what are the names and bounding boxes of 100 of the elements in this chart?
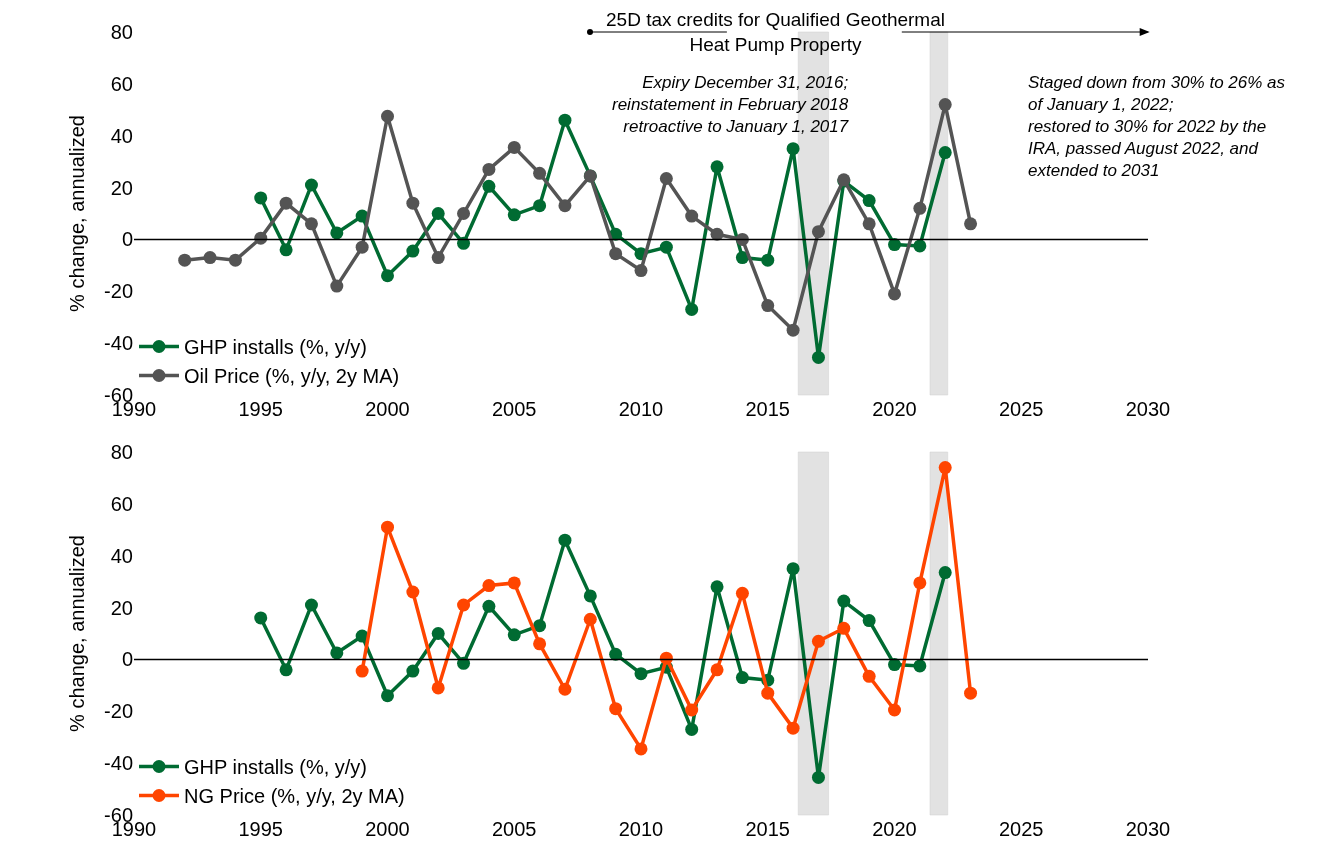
point bbox=[406, 196, 420, 210]
point bbox=[888, 238, 901, 252]
y-tick-label: 60 bbox=[110, 72, 133, 95]
point bbox=[406, 664, 420, 678]
point bbox=[659, 172, 673, 185]
point bbox=[457, 236, 471, 250]
y-tick-label: 0 bbox=[121, 228, 133, 251]
y-tick-label: 20 bbox=[110, 596, 133, 619]
point bbox=[888, 287, 901, 301]
point bbox=[938, 566, 952, 580]
point bbox=[330, 279, 344, 293]
point bbox=[558, 199, 572, 213]
point bbox=[609, 702, 623, 716]
y-tick-label: 0 bbox=[121, 648, 133, 671]
point bbox=[482, 579, 496, 593]
point bbox=[735, 586, 749, 600]
x-tick-label: 2015 bbox=[745, 398, 790, 420]
point bbox=[228, 253, 242, 267]
point bbox=[381, 689, 394, 703]
point bbox=[735, 671, 749, 685]
point bbox=[862, 669, 876, 683]
point bbox=[634, 264, 648, 278]
y-tick-label: -20 bbox=[104, 700, 133, 723]
y-tick-label: -40 bbox=[104, 752, 133, 775]
y-tick-label: 40 bbox=[110, 124, 133, 147]
x-tick-label: 2000 bbox=[365, 398, 410, 420]
point bbox=[786, 142, 800, 156]
point bbox=[482, 162, 496, 176]
point bbox=[507, 140, 521, 154]
point bbox=[685, 722, 699, 736]
point bbox=[710, 663, 724, 677]
point bbox=[304, 217, 318, 231]
annotation: Staged down from 30% to 26% as of January 1, 2022; restored to 30% for 2022 by the IRA, passed August 2022, and extended to 2031 bbox=[1028, 73, 1286, 181]
point bbox=[913, 201, 927, 215]
point bbox=[964, 217, 978, 231]
point bbox=[431, 251, 445, 265]
point bbox=[431, 207, 445, 220]
x-tick-label: 2020 bbox=[872, 818, 917, 840]
point bbox=[457, 656, 471, 670]
point bbox=[203, 251, 217, 265]
point bbox=[710, 227, 724, 241]
point bbox=[254, 191, 268, 205]
point bbox=[811, 225, 825, 239]
point bbox=[862, 217, 876, 231]
point bbox=[761, 253, 775, 267]
point bbox=[381, 269, 394, 283]
point bbox=[938, 461, 952, 475]
point bbox=[406, 244, 420, 258]
x-tick-label: 1995 bbox=[238, 398, 283, 420]
point bbox=[533, 637, 547, 651]
y-tick-label: 80 bbox=[110, 441, 133, 463]
point bbox=[304, 598, 318, 612]
x-tick-label: 2005 bbox=[492, 398, 537, 420]
x-tick-label: 2030 bbox=[1125, 398, 1171, 420]
point bbox=[862, 194, 876, 208]
y-tick-label: 40 bbox=[110, 544, 133, 567]
point bbox=[685, 703, 699, 717]
x-tick-label: 2020 bbox=[872, 398, 917, 420]
legend-label: Oil Price (%, y/y, 2y MA) bbox=[184, 365, 400, 388]
point bbox=[938, 98, 952, 112]
point bbox=[609, 247, 623, 261]
point bbox=[330, 646, 344, 660]
point bbox=[964, 686, 978, 700]
annotation: Expiry December 31, 2016; reinstatement in February 2018 retroactive to January 1, 2017 bbox=[612, 73, 849, 137]
y-tick-label: -40 bbox=[104, 332, 133, 355]
point bbox=[406, 585, 420, 599]
point bbox=[533, 619, 547, 633]
point bbox=[609, 647, 623, 661]
point bbox=[507, 576, 521, 590]
point bbox=[558, 533, 572, 547]
x-tick-label: 2015 bbox=[745, 818, 790, 840]
point bbox=[837, 621, 851, 635]
point bbox=[761, 299, 775, 313]
point bbox=[659, 240, 673, 254]
point bbox=[330, 226, 344, 240]
point bbox=[279, 243, 293, 257]
point bbox=[583, 612, 597, 626]
point bbox=[913, 239, 927, 253]
point bbox=[558, 682, 572, 696]
point bbox=[837, 594, 851, 608]
point bbox=[888, 658, 901, 672]
point bbox=[811, 770, 825, 784]
legend-label: GHP installs (%, y/y) bbox=[184, 756, 367, 779]
point bbox=[786, 323, 800, 337]
point bbox=[710, 580, 724, 594]
point bbox=[685, 302, 699, 316]
x-tick-label: 2010 bbox=[618, 818, 664, 840]
point bbox=[811, 350, 825, 364]
point bbox=[888, 703, 901, 717]
point bbox=[938, 146, 952, 160]
legend-label: NG Price (%, y/y, 2y MA) bbox=[184, 785, 405, 808]
point bbox=[457, 598, 471, 612]
x-tick-label: 1995 bbox=[238, 818, 283, 840]
point bbox=[735, 251, 749, 265]
point bbox=[507, 208, 521, 222]
x-tick-label: 2010 bbox=[618, 398, 664, 420]
point bbox=[685, 209, 699, 223]
point bbox=[533, 166, 547, 180]
point bbox=[279, 663, 293, 677]
y-axis-title: % change, annualized bbox=[65, 535, 88, 732]
